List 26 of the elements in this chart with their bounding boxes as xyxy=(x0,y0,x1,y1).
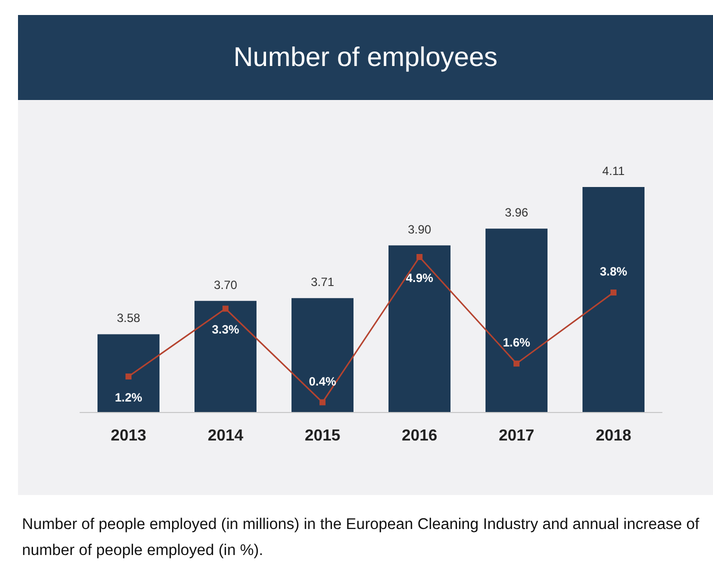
data-label: 3.8% xyxy=(600,264,628,279)
x-tick-label: 2018 xyxy=(596,428,632,444)
data-label: 1.6% xyxy=(502,336,530,350)
data-label: 1.2% xyxy=(114,390,142,404)
point xyxy=(126,373,132,380)
chart-title: Number of employees xyxy=(18,15,713,100)
point xyxy=(416,254,422,260)
x-tick-label: 2015 xyxy=(304,428,340,444)
x-tick-label: 2017 xyxy=(498,428,534,444)
data-label: 3.70 xyxy=(214,278,238,292)
x-tick-label: 2014 xyxy=(208,428,244,444)
data-label: 3.3% xyxy=(212,322,240,337)
data-label: 3.90 xyxy=(408,222,432,236)
point xyxy=(222,306,228,312)
data-label: 0.4% xyxy=(308,374,336,388)
data-label: 4.9% xyxy=(406,271,434,285)
point xyxy=(610,290,616,296)
text: Number of people employed (in millions) in the European Cleaning Industry and annual increase of number of people employed (in %). xyxy=(22,515,700,561)
data-label: 3.58 xyxy=(116,311,140,326)
data-label: 4.11 xyxy=(602,164,626,178)
data-label: 3.96 xyxy=(504,206,528,220)
x-tick-label: 2013 xyxy=(110,428,146,444)
data-label: 3.71 xyxy=(310,275,334,290)
point xyxy=(514,360,520,367)
x-tick-label: 2016 xyxy=(402,428,438,444)
point xyxy=(320,399,326,406)
